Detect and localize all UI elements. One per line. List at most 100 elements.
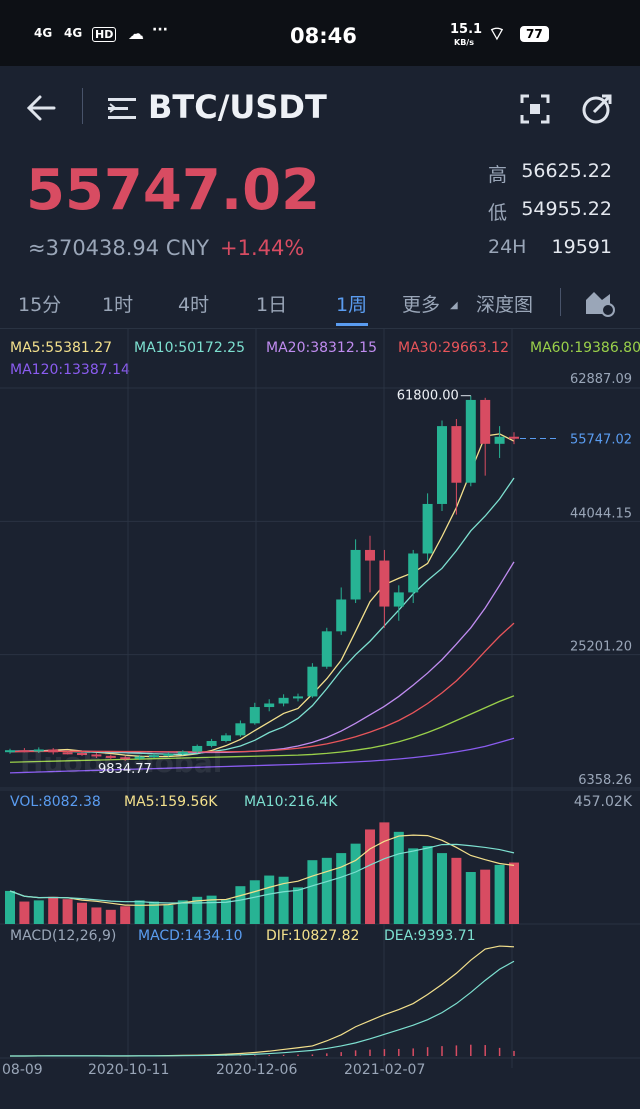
candle-body [494,436,505,444]
candle-body [350,549,361,600]
volume-bar [379,822,390,924]
signal-4g-2: 4G [64,26,83,40]
vol-ma5-legend: MA5:159.56K [124,794,218,810]
candle-body [437,426,447,504]
status-bar: 4G 4G HD ☁ ··· 08:46 15.1 KB/s ⌔ 77 [0,0,640,66]
vol-ma10-legend: MA10:216.4K [244,794,338,810]
ma-line-ma10 [9,477,515,756]
tab-1d[interactable]: 1日 [256,294,288,316]
chart-settings-icon[interactable] [584,288,616,318]
volume-bar [77,902,87,924]
tab-15m[interactable]: 15分 [18,294,62,316]
dif-line [10,945,515,1057]
volume-bar [192,896,203,924]
interval-tabs: 15分 1时 4时 1日 1周 更多 ◢ 深度图 [0,276,640,329]
ma-line-ma20 [9,561,515,754]
ma20-legend: MA20:38312.15 [266,340,377,356]
current-price-label: 55747.02 [570,433,632,448]
ma30-legend: MA30:29663.12 [398,340,509,356]
tab-depth[interactable]: 深度图 [476,294,534,316]
high-label: 高 [488,164,508,186]
candle-body [278,697,289,704]
last-price: 55747.02 [26,158,321,223]
back-arrow-icon[interactable] [26,94,56,122]
pair-title[interactable]: BTC/USDT [148,88,327,126]
volume-bar [134,900,145,924]
dea-line [10,960,515,1057]
volume-bar [494,864,505,924]
cloud-icon: ☁ [128,24,144,43]
volume-bar [437,853,447,924]
candle-body [393,592,404,607]
candle-body [19,750,30,753]
battery-icon: 77 [520,26,549,42]
dea-value: DEA:9393.71 [384,928,476,944]
candle-body [177,751,188,754]
candle-body [379,560,390,607]
more-caret-icon: ◢ [450,300,458,311]
ma60-legend: MA60:19386.80 [530,340,640,356]
menu-list-icon[interactable] [108,96,138,122]
price-axis-label-3: 6358.26 [578,773,632,788]
low-value: 54955.22 [521,198,612,220]
tab-1w[interactable]: 1周 [336,294,368,316]
volume-bar [278,876,289,924]
volume-bar [149,901,159,924]
volume-bar [422,846,433,924]
vol-value: 19591 [551,236,612,258]
volume-bar [5,890,15,924]
candle-body [480,399,491,444]
volume-bar [206,895,217,924]
tabs-divider [560,288,561,316]
candle-body [5,750,15,753]
volume-bar [408,848,419,924]
candle-body [264,703,275,708]
active-tab-indicator [336,323,368,326]
candle-body [62,752,73,755]
candle-body [48,749,59,753]
volume-bar [509,862,519,924]
share-icon[interactable] [580,92,614,126]
volume-bar [221,899,231,924]
cny-price: ≈370438.94 CNY [28,236,210,260]
candle-body [451,426,462,483]
volume-bar [393,831,404,924]
date-label-1: 2020-10-11 [88,1062,170,1078]
min-price-label: 9834.77 [98,762,152,777]
candle-body [422,503,433,554]
volume-bar [451,857,462,924]
volume-bar [33,900,44,924]
candle-body [307,666,318,697]
watermark: Huobi Global [20,746,223,779]
candle-body [105,755,116,758]
volume-bar [307,860,318,924]
tab-4h[interactable]: 4时 [178,294,210,316]
tab-1h[interactable]: 1时 [102,294,134,316]
volume-bar [163,905,174,924]
signal-4g-1: 4G [34,26,53,40]
kline-svg: 62887.09 44044.15 25201.20 6358.26 61800.00 9… [0,328,640,1068]
macd-value: MACD:1434.10 [138,928,243,944]
volume-bar [120,906,131,924]
volume-bar [336,853,347,924]
price-axis-label-2: 25201.20 [570,640,632,655]
net-speed-value: 15.1 [450,22,483,37]
scan-icon[interactable] [520,94,550,124]
vol-axis-max: 457.02K [573,794,632,810]
volume-bar [480,869,491,924]
tab-more[interactable]: 更多 [402,294,441,316]
ma5-legend: MA5:55381.27 [10,340,113,356]
volume-bar [105,909,116,924]
high-value: 56625.22 [521,160,612,182]
volume-bar [465,872,476,924]
date-label-2: 2020-12-06 [216,1062,298,1078]
low-label: 低 [488,202,508,224]
more-dots: ··· [152,22,168,38]
ma120-legend: MA120:13387.14 [10,362,130,378]
kline-chart[interactable]: MA5:55381.27 MA10:50172.25 MA20:38312.15… [0,328,640,1109]
hd-badge: HD [92,27,117,42]
candle-body [249,707,260,724]
net-speed-unit: KB/s [454,38,474,47]
volume-bar [177,900,188,924]
volume-bar [19,901,30,924]
